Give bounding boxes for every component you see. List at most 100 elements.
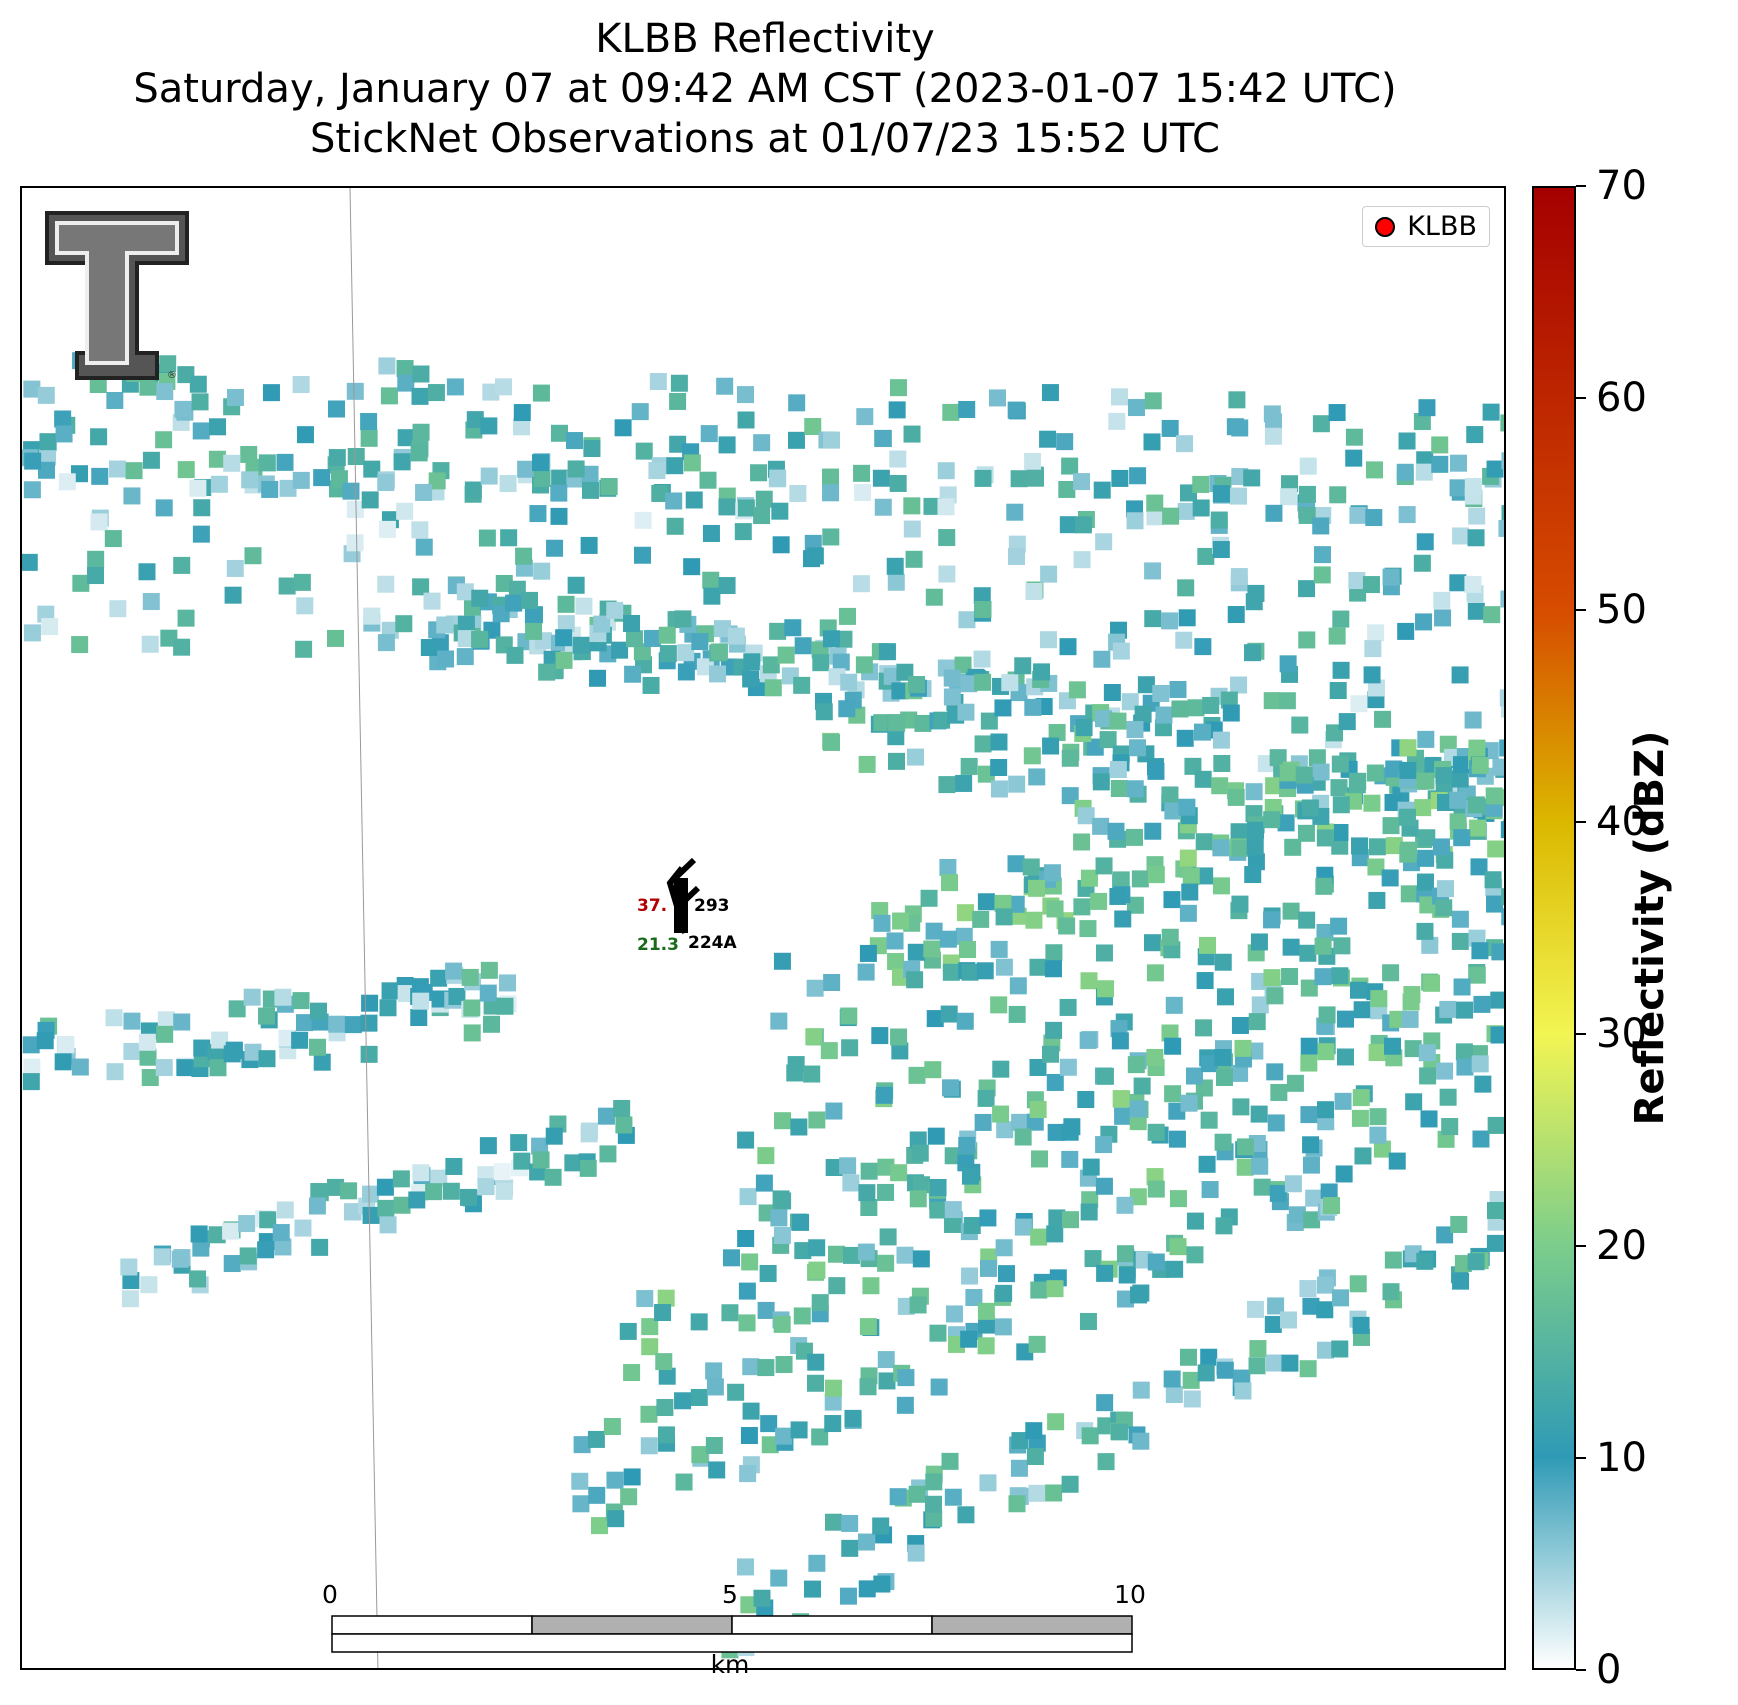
reflectivity-gate bbox=[841, 1039, 859, 1057]
reflectivity-gate bbox=[874, 498, 892, 516]
reflectivity-gate bbox=[823, 974, 841, 992]
reflectivity-gate bbox=[929, 1324, 947, 1342]
colorbar-tick-label: 40 bbox=[1596, 799, 1647, 845]
station-id: 224A bbox=[688, 933, 737, 953]
chart-subtitle-observations: StickNet Observations at 01/07/23 15:52 … bbox=[310, 116, 1220, 162]
reflectivity-gate bbox=[1061, 787, 1079, 805]
reflectivity-gate bbox=[1439, 1088, 1457, 1106]
reflectivity-gate bbox=[1095, 533, 1113, 551]
reflectivity-gate bbox=[208, 450, 226, 468]
reflectivity-gate bbox=[807, 1353, 825, 1371]
reflectivity-gate bbox=[1212, 485, 1230, 503]
reflectivity-gate bbox=[1161, 1024, 1179, 1042]
reflectivity-gate bbox=[1332, 796, 1350, 814]
scale-bar-segment bbox=[731, 1615, 933, 1635]
reflectivity-gate bbox=[1299, 1280, 1317, 1298]
reflectivity-gate bbox=[1133, 1077, 1151, 1095]
reflectivity-gate bbox=[803, 1065, 821, 1083]
radar-map[interactable]: 37. 293 21.3 224A ® KLBB bbox=[20, 186, 1506, 1670]
reflectivity-gate bbox=[1014, 1218, 1032, 1236]
reflectivity-gate bbox=[877, 1183, 895, 1201]
reflectivity-gate bbox=[793, 676, 811, 694]
reflectivity-gate bbox=[1381, 869, 1399, 887]
reflectivity-gate bbox=[1080, 869, 1098, 887]
reflectivity-gate bbox=[1211, 777, 1229, 795]
reflectivity-gate bbox=[71, 1058, 89, 1076]
reflectivity-gate bbox=[1108, 412, 1126, 430]
reflectivity-gate bbox=[1194, 638, 1212, 656]
reflectivity-gate bbox=[1112, 642, 1130, 660]
reflectivity-gate bbox=[171, 1250, 189, 1268]
reflectivity-gate bbox=[658, 626, 676, 644]
reflectivity-gate bbox=[483, 997, 501, 1015]
reflectivity-gate bbox=[734, 523, 752, 541]
reflectivity-gate bbox=[1363, 666, 1381, 684]
reflectivity-gate bbox=[912, 1176, 930, 1194]
reflectivity-gate bbox=[1264, 427, 1282, 445]
reflectivity-gate bbox=[924, 1061, 942, 1079]
reflectivity-gate bbox=[1468, 507, 1486, 525]
reflectivity-gate bbox=[550, 484, 568, 502]
reflectivity-gate bbox=[909, 1190, 927, 1208]
reflectivity-gate bbox=[656, 1398, 674, 1416]
reflectivity-gate bbox=[755, 490, 773, 508]
reflectivity-gate bbox=[955, 927, 973, 945]
reflectivity-gate bbox=[1011, 1432, 1029, 1450]
reflectivity-gate bbox=[955, 774, 973, 792]
reflectivity-gate bbox=[658, 1367, 676, 1385]
reflectivity-gate bbox=[958, 400, 976, 418]
reflectivity-gate bbox=[1011, 1113, 1029, 1131]
reflectivity-gate bbox=[423, 592, 441, 610]
reflectivity-gate bbox=[1484, 871, 1502, 889]
reflectivity-gate bbox=[326, 1178, 344, 1196]
reflectivity-field: 37. 293 21.3 224A bbox=[22, 188, 1506, 1668]
reflectivity-gate bbox=[293, 573, 311, 591]
reflectivity-gate bbox=[1382, 1283, 1400, 1301]
reflectivity-gate bbox=[1263, 911, 1281, 929]
reflectivity-gate bbox=[958, 1136, 976, 1154]
reflectivity-gate bbox=[1297, 824, 1315, 842]
reflectivity-gate bbox=[1041, 384, 1059, 402]
reflectivity-gate bbox=[1248, 1357, 1266, 1375]
reflectivity-gate bbox=[1058, 917, 1076, 935]
reflectivity-gate bbox=[1431, 455, 1449, 473]
reflectivity-gate bbox=[1398, 506, 1416, 524]
reflectivity-gate bbox=[223, 1255, 241, 1273]
reflectivity-gate bbox=[565, 432, 583, 450]
reflectivity-gate bbox=[1336, 1010, 1354, 1028]
reflectivity-gate bbox=[1415, 463, 1433, 481]
reflectivity-gate bbox=[1175, 631, 1193, 649]
reflectivity-gate bbox=[877, 1351, 895, 1369]
reflectivity-gate bbox=[990, 996, 1008, 1014]
reflectivity-gate bbox=[480, 417, 498, 435]
reflectivity-gate bbox=[1164, 1037, 1182, 1055]
reflectivity-gate bbox=[623, 1468, 641, 1486]
reflectivity-gate bbox=[920, 889, 938, 907]
reflectivity-gate bbox=[1024, 698, 1042, 716]
reflectivity-gate bbox=[362, 1206, 380, 1224]
reflectivity-gate bbox=[294, 1219, 312, 1237]
reflectivity-gate bbox=[1435, 767, 1453, 785]
reflectivity-gate bbox=[1505, 854, 1506, 871]
reflectivity-gate bbox=[1278, 692, 1296, 710]
reflectivity-gate bbox=[1315, 877, 1333, 895]
reflectivity-gate bbox=[1247, 853, 1265, 871]
reflectivity-gate bbox=[1127, 399, 1145, 417]
sticknet-station-224A[interactable]: 37. 293 21.3 224A bbox=[637, 857, 737, 955]
reflectivity-gate bbox=[994, 1318, 1012, 1336]
colorbar-label: Reflectivity (dBZ) bbox=[1627, 730, 1673, 1126]
reflectivity-gate bbox=[1298, 631, 1316, 649]
reflectivity-gate bbox=[1330, 779, 1348, 797]
reflectivity-gate bbox=[944, 1201, 962, 1219]
reflectivity-gate bbox=[1485, 787, 1503, 805]
reflectivity-gate bbox=[1486, 460, 1504, 478]
reflectivity-gate bbox=[1194, 770, 1212, 788]
reflectivity-gate bbox=[1467, 602, 1485, 620]
reflectivity-gate bbox=[1046, 900, 1064, 918]
reflectivity-gate bbox=[1418, 829, 1436, 847]
reflectivity-gate bbox=[611, 641, 629, 659]
reflectivity-gate bbox=[713, 620, 731, 638]
reflectivity-gate bbox=[619, 1322, 637, 1340]
reflectivity-gate bbox=[36, 1032, 54, 1050]
reflectivity-gate bbox=[1264, 1315, 1282, 1333]
